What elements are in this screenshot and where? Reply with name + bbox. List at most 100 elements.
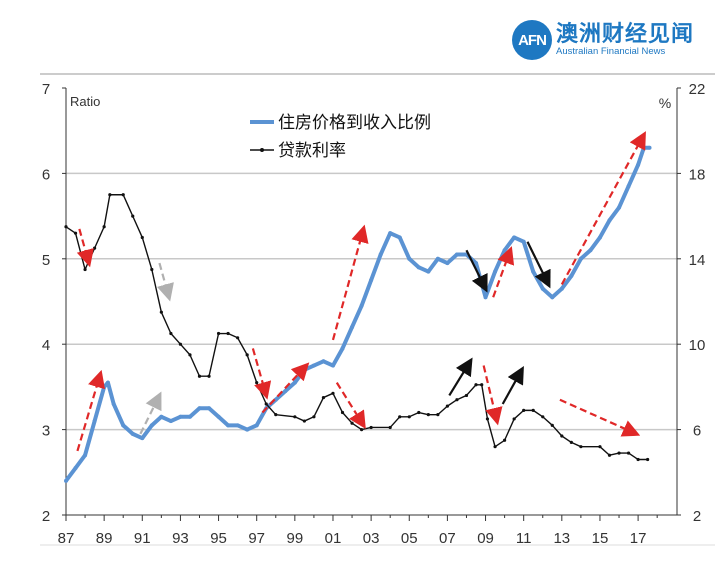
data-point <box>321 395 326 400</box>
data-point <box>626 184 631 189</box>
data-point <box>359 303 364 308</box>
data-point <box>531 408 535 412</box>
data-point <box>531 269 536 274</box>
x-tick-label: 97 <box>248 530 265 547</box>
data-point <box>73 231 78 235</box>
data-point <box>485 417 490 421</box>
data-point <box>560 434 564 438</box>
data-point <box>102 225 106 229</box>
annotation-arrow <box>465 249 488 293</box>
data-point <box>445 261 450 266</box>
annotation-arrow <box>76 228 94 268</box>
data-point <box>149 423 154 428</box>
left-tick-label: 7 <box>42 81 50 98</box>
data-point <box>331 391 335 395</box>
data-point <box>350 325 355 330</box>
right-tick-label: 6 <box>693 423 701 440</box>
legend-label: 住房价格到收入比例 <box>278 113 431 132</box>
data-point <box>435 256 440 261</box>
x-tick-label: 17 <box>630 530 647 547</box>
logo-name-cn: 澳洲财经见闻 <box>556 21 695 46</box>
data-point <box>312 415 316 419</box>
data-point <box>121 423 126 428</box>
legend-label: 贷款利率 <box>278 141 346 160</box>
data-point <box>292 380 297 385</box>
annotation-arrow <box>482 365 503 426</box>
data-point <box>197 406 202 411</box>
x-tick-label: 11 <box>516 530 532 547</box>
data-point <box>445 404 449 408</box>
data-point <box>397 235 402 240</box>
data-point <box>283 389 288 394</box>
data-point <box>226 331 230 336</box>
data-point <box>83 267 87 272</box>
data-point <box>159 414 164 419</box>
annotation-arrow <box>501 365 524 405</box>
data-point <box>293 415 297 419</box>
x-tick-label: 05 <box>401 530 418 547</box>
data-point <box>102 384 107 389</box>
left-tick-label: 6 <box>42 166 50 183</box>
data-point <box>321 359 326 364</box>
data-point <box>617 205 622 210</box>
data-point <box>159 310 163 314</box>
data-point <box>178 414 183 419</box>
x-tick-label: 89 <box>96 530 113 547</box>
data-point <box>464 393 469 398</box>
data-point <box>131 214 135 218</box>
logo-name-en: Australian Financial News <box>556 46 666 57</box>
data-point <box>340 346 345 351</box>
right-axis-label: % <box>659 95 671 111</box>
annotation-arrow <box>251 348 272 400</box>
data-point <box>254 423 259 428</box>
annotation-arrow <box>448 357 473 397</box>
data-point <box>64 225 68 229</box>
annotation-arrow <box>331 224 369 341</box>
data-point <box>388 425 392 430</box>
x-tick-label: 15 <box>592 530 609 547</box>
annotation-arrow <box>76 369 105 452</box>
data-point <box>169 331 173 336</box>
data-point <box>626 451 631 455</box>
data-point <box>579 445 583 449</box>
x-tick-label: 03 <box>363 530 380 547</box>
data-point <box>426 269 431 274</box>
data-point <box>93 246 97 250</box>
data-point <box>493 445 497 449</box>
data-point <box>64 478 68 483</box>
data-point <box>302 419 306 423</box>
data-point <box>436 413 440 417</box>
data-point <box>226 423 231 428</box>
data-point <box>245 353 249 357</box>
x-tick-label: 93 <box>172 530 189 547</box>
data-point <box>503 438 507 442</box>
x-tick-label: 13 <box>553 530 570 547</box>
data-point <box>646 457 650 462</box>
data-point <box>540 286 545 291</box>
x-tick-label: 91 <box>134 530 151 547</box>
data-point <box>369 425 373 430</box>
data-point <box>521 239 526 244</box>
data-point <box>274 413 278 417</box>
data-point <box>369 278 374 283</box>
data-point <box>407 256 412 261</box>
data-point <box>483 295 488 300</box>
right-tick-label: 10 <box>689 337 706 354</box>
data-point <box>340 410 345 415</box>
left-tick-label: 2 <box>42 508 50 525</box>
data-point <box>407 415 411 419</box>
data-point <box>187 414 192 419</box>
data-point <box>598 445 602 449</box>
data-point <box>474 261 479 266</box>
data-point <box>255 381 259 385</box>
right-tick-label: 18 <box>689 166 706 183</box>
annotation-arrow <box>560 131 646 285</box>
x-tick-label: 01 <box>325 530 342 547</box>
right-tick-label: 2 <box>693 508 701 525</box>
data-point <box>235 423 240 428</box>
data-point <box>569 273 574 278</box>
data-point <box>541 415 545 419</box>
data-point <box>550 423 554 427</box>
data-point <box>330 363 335 368</box>
annotation-arrow <box>156 262 174 302</box>
